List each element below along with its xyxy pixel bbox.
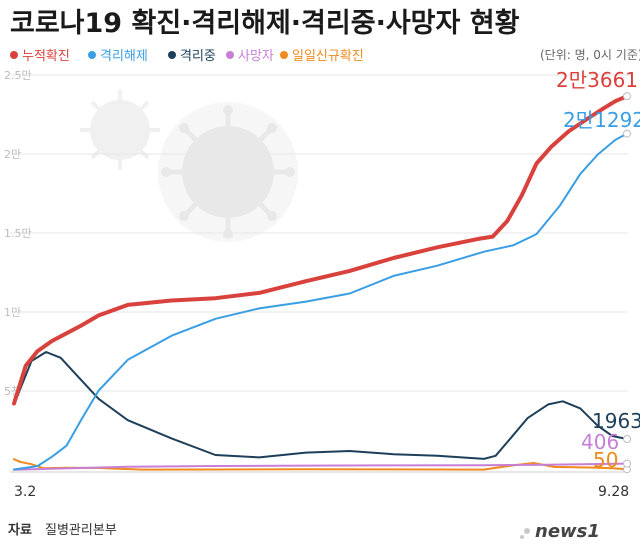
series-line-cumulative xyxy=(12,94,629,406)
legend-marker xyxy=(226,51,234,59)
series-line-isolated xyxy=(13,351,628,460)
source-value: 질병관리본부 xyxy=(45,523,117,538)
legend: 누적확진 격리해제 격리중 사망자 일일신규확진 xyxy=(10,49,364,64)
y-tick-label: 1만 xyxy=(4,306,21,319)
virus-small xyxy=(80,90,160,170)
source: 자료 질병관리본부 xyxy=(8,519,117,538)
end-label-isolated: 1963 xyxy=(592,409,640,433)
y-tick-label: 1.5만 xyxy=(4,227,32,240)
y-tick-label: 2만 xyxy=(4,148,21,161)
legend-marker xyxy=(10,51,18,59)
end-label-daily: 50 xyxy=(593,448,618,472)
legend-marker xyxy=(168,51,176,59)
series-endpoint-released xyxy=(623,129,631,138)
end-label-deaths: 406 xyxy=(581,430,619,454)
source-label: 자료 xyxy=(8,523,32,538)
end-label-released: 2만1292 xyxy=(563,108,640,132)
grid xyxy=(10,74,628,392)
chart-title: 코로나19 확진·격리해제·격리중·사망자 현황 xyxy=(10,8,520,39)
series-line-released xyxy=(13,132,628,471)
legend-label: 누적확진 xyxy=(22,49,70,64)
legend-label: 사망자 xyxy=(238,49,274,64)
x-tick-start: 3.2 xyxy=(14,484,36,500)
legend-label: 격리해제 xyxy=(100,49,148,64)
legend-label: 일일신규확진 xyxy=(292,49,364,64)
legend-label: 격리중 xyxy=(180,49,216,64)
series-endpoint-cumulative xyxy=(623,92,631,101)
virus-illustration xyxy=(80,90,298,242)
unit-note: (단위: 명, 0시 기준) xyxy=(540,48,640,62)
legend-marker xyxy=(280,51,288,59)
legend-marker xyxy=(88,51,96,59)
news1-logo: news1 xyxy=(520,521,600,542)
end-label-cumulative: 2만3661 xyxy=(556,68,638,92)
series-line-deaths xyxy=(13,462,628,471)
x-tick-end: 9.28 xyxy=(598,484,629,500)
virus-large xyxy=(158,102,298,242)
logo-text: news1 xyxy=(535,521,600,542)
series-endpoint-deaths xyxy=(623,459,631,468)
series-layer xyxy=(12,92,631,474)
y-tick-label: 2.5만 xyxy=(4,69,32,82)
series-endpoint-isolated xyxy=(623,434,631,443)
